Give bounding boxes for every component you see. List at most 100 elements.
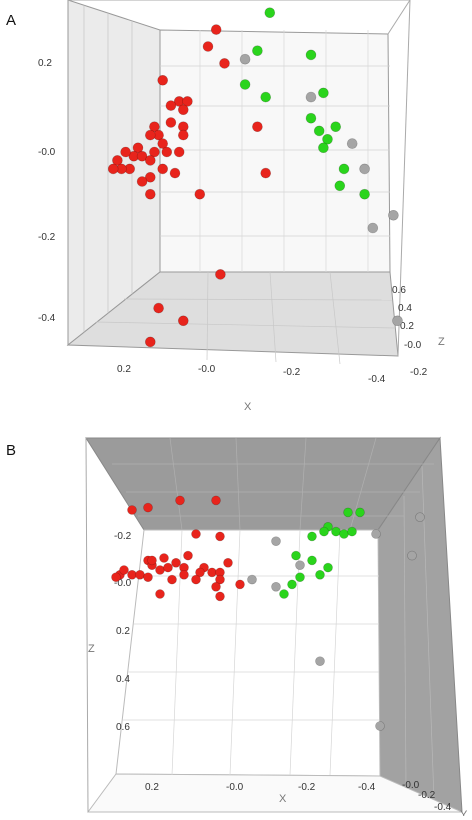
scatter-point <box>315 570 325 580</box>
scatter-point <box>155 589 165 599</box>
grid-line <box>403 495 407 789</box>
scatter-point <box>145 172 156 183</box>
panel-b-x-tick: 0.2 <box>145 782 159 793</box>
scatter-point <box>215 269 226 280</box>
grid-line <box>329 271 341 365</box>
scatter-point <box>165 100 177 111</box>
panel-b-frame-left <box>85 437 89 813</box>
scatter-point <box>179 570 189 580</box>
grid-line <box>235 437 241 531</box>
scatter-point <box>211 582 221 592</box>
scatter-point <box>127 570 137 580</box>
scatter-point <box>343 507 353 518</box>
scatter-point <box>215 591 225 602</box>
scatter-point <box>157 138 168 149</box>
scatter-point <box>388 210 399 221</box>
panel-a-z-tick: -0.2 <box>410 367 428 378</box>
scatter-point <box>183 550 193 561</box>
scatter-point <box>145 155 156 166</box>
scatter-point <box>202 41 214 52</box>
scatter-point <box>178 129 189 141</box>
panel-b-x-axis-label: X <box>279 793 287 805</box>
scatter-point <box>347 526 357 537</box>
scatter-point <box>252 45 263 57</box>
panel-b-z-tick: 0.4 <box>116 674 130 685</box>
panel-a-y-tick: -0.2 <box>38 232 56 243</box>
scatter-point <box>359 163 370 175</box>
scatter-point <box>359 188 370 200</box>
panel-a-x-tick: -0.0 <box>198 364 216 375</box>
scatter-point <box>415 512 425 522</box>
scatter-point <box>145 188 156 200</box>
grid-line <box>206 271 209 361</box>
grid-line <box>349 437 377 531</box>
scatter-point <box>171 558 181 568</box>
scatter-point <box>235 579 245 590</box>
scatter-point <box>355 507 365 518</box>
scatter-point <box>195 567 205 578</box>
scatter-point <box>169 167 181 179</box>
scatter-point <box>239 79 251 90</box>
panel-b-floor <box>87 773 463 813</box>
scatter-point <box>323 562 333 573</box>
scatter-point <box>135 570 145 580</box>
scatter-point <box>215 574 225 585</box>
panel-a-y-tick: -0.0 <box>38 147 56 158</box>
scatter-point <box>119 565 129 575</box>
panel-a-floor <box>66 271 399 357</box>
grid-line <box>169 437 183 531</box>
panel-b-z-tick: 0.6 <box>116 722 130 733</box>
scatter-point <box>367 222 379 234</box>
panel-a-x-tick: 0.2 <box>117 364 131 375</box>
scatter-point <box>295 560 305 570</box>
scatter-point <box>191 574 201 585</box>
panel-a-z-tick: -0.0 <box>404 340 422 351</box>
scatter-point <box>305 112 317 124</box>
panel-b-x-tick: -0.4 <box>358 782 376 793</box>
scatter-point <box>163 562 173 573</box>
scatter-point <box>331 526 341 537</box>
grid-line <box>299 437 307 531</box>
scatter-point <box>111 572 121 582</box>
scatter-point <box>407 550 417 561</box>
scatter-point <box>182 96 193 107</box>
scatter-point <box>346 138 358 149</box>
scatter-point <box>260 167 272 179</box>
scatter-point <box>260 91 272 103</box>
scatter-point <box>143 572 153 582</box>
scatter-point <box>173 146 185 158</box>
panel-a-3d-scatter: 0.2 -0.0 -0.2 -0.4 0.2 -0.0 -0.2 -0.4 0.… <box>38 0 445 413</box>
scatter-point <box>223 558 233 568</box>
panel-a-y-tick: 0.2 <box>38 58 52 69</box>
scatter-point <box>194 188 206 200</box>
scatter-point <box>175 495 185 506</box>
scatter-point <box>334 180 346 192</box>
panel-a-x-tick: -0.2 <box>283 367 301 378</box>
scatter-point <box>264 7 276 18</box>
panel-b-y-axis-label: Y <box>460 809 468 816</box>
panel-b-z-tick: 0.2 <box>116 626 130 637</box>
panel-a-frame-corner <box>387 0 411 35</box>
panel-a-z-axis-label: Z <box>438 336 445 348</box>
scatter-point <box>112 155 123 166</box>
scatter-point <box>210 24 222 35</box>
panel-b-3d-scatter: -0.2 -0.0 0.2 0.4 0.6 0.2 -0.0 -0.2 -0.4… <box>85 436 468 816</box>
panel-a-y-tick: -0.4 <box>38 313 56 324</box>
scatter-point <box>319 526 329 537</box>
scatter-point <box>165 117 177 128</box>
panel-a-z-tick: 0.6 <box>392 285 406 296</box>
scatter-point <box>375 721 385 731</box>
scatter-point <box>136 150 148 162</box>
grid-line <box>229 529 241 776</box>
panel-b-z-tick: -0.0 <box>114 578 132 589</box>
grid-line <box>269 271 277 363</box>
scatter-point <box>178 104 189 116</box>
scatter-point <box>305 91 317 103</box>
scatter-point <box>219 58 230 69</box>
panel-b-z-tick: -0.2 <box>114 531 132 542</box>
grid-line <box>289 529 301 776</box>
scatter-point <box>318 142 329 154</box>
scatter-point <box>149 121 160 132</box>
scatter-point <box>157 75 168 86</box>
scatter-point <box>127 505 137 515</box>
